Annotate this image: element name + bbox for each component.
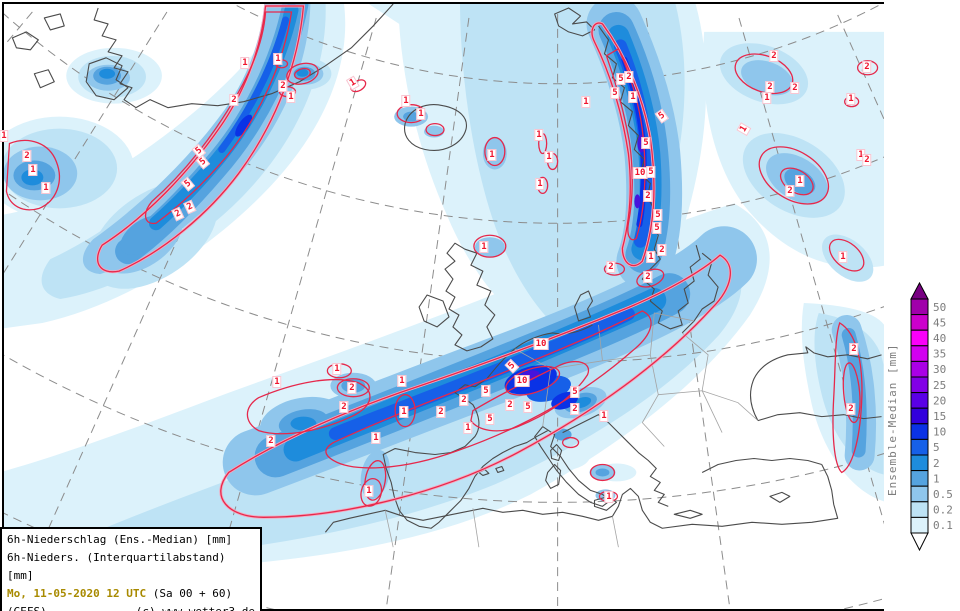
info-model: (GEFS) bbox=[7, 603, 47, 611]
svg-text:10: 10 bbox=[933, 426, 946, 439]
svg-text:2: 2 bbox=[933, 457, 940, 470]
map-canvas bbox=[2, 2, 886, 611]
info-box: 6h-Niederschlag (Ens.-Median) [mm] 6h-Ni… bbox=[0, 527, 262, 611]
colorbar-legend: Ensemble-Median [mm] 50 45 40 35 30 25 20 15 10 5… bbox=[884, 0, 960, 611]
svg-text:20: 20 bbox=[933, 394, 946, 407]
legend-colorbar: 50 45 40 35 30 25 20 15 10 5 2 1 0.5 0.2 0.1 bbox=[910, 281, 953, 552]
info-line-iqr: 6h-Nieders. (Interquartilabstand) [mm] bbox=[7, 551, 226, 582]
svg-text:40: 40 bbox=[933, 332, 946, 345]
info-line-median: 6h-Niederschlag (Ens.-Median) [mm] bbox=[7, 533, 233, 546]
svg-text:0.1: 0.1 bbox=[933, 519, 953, 532]
svg-text:25: 25 bbox=[933, 379, 946, 392]
svg-text:0.5: 0.5 bbox=[933, 488, 953, 501]
svg-text:45: 45 bbox=[933, 316, 946, 329]
svg-text:35: 35 bbox=[933, 348, 946, 361]
svg-text:1: 1 bbox=[933, 472, 940, 485]
svg-text:30: 30 bbox=[933, 363, 946, 376]
country-borders bbox=[384, 312, 759, 548]
svg-text:5: 5 bbox=[933, 441, 940, 454]
info-credit: (c) www.wetter3.de bbox=[136, 603, 255, 611]
svg-text:15: 15 bbox=[933, 410, 946, 423]
svg-text:50: 50 bbox=[933, 301, 946, 314]
svg-text:0.2: 0.2 bbox=[933, 504, 953, 517]
info-valid-datetime: Mo, 11-05-2020 12 UTC bbox=[7, 587, 147, 600]
info-forecast-step: (Sa 00 + 60) bbox=[152, 587, 233, 600]
map-graphic bbox=[4, 4, 884, 609]
